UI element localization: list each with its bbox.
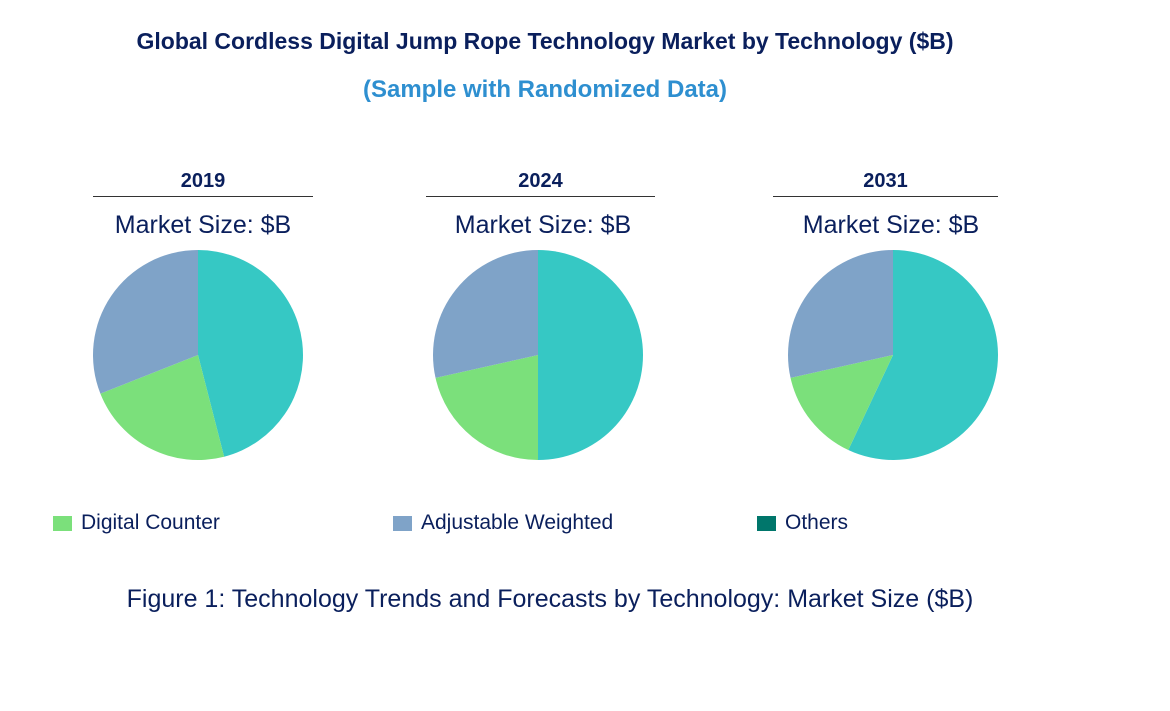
pie-year-2031: 2031 [773, 170, 998, 197]
chart-title: Global Cordless Digital Jump Rope Techno… [136, 28, 954, 54]
pie-year-2024: 2024 [426, 170, 655, 197]
pie-slice-2019-digital-counter [100, 355, 225, 460]
pie-slice-2031-unlabeled [848, 250, 998, 460]
market-size-label-2019: Market Size: $B [114, 211, 292, 239]
market-size-label-2031: Market Size: $B [802, 211, 980, 239]
pie-slice-2024-unlabeled [538, 250, 643, 460]
pie-slice-2031-adjustable-weighted [788, 250, 893, 378]
figure-caption: Figure 1: Technology Trends and Forecast… [126, 585, 974, 613]
legend-swatch [53, 515, 72, 531]
market-size-label-2024: Market Size: $B [454, 211, 632, 239]
legend-label: Others [785, 511, 849, 534]
chart-subtitle: (Sample with Randomized Data) [362, 76, 728, 103]
legend-item-others: Others [757, 511, 848, 535]
pie-slice-2031-digital-counter [790, 355, 893, 451]
legend-label: Digital Counter [81, 511, 220, 534]
pie-slice-2019-adjustable-weighted [92, 250, 198, 394]
legend-item-adjustable-weighted: Adjustable Weighted [393, 511, 613, 535]
legend-item-digital-counter: Digital Counter [53, 511, 220, 535]
pie-slice-2024-adjustable-weighted [433, 250, 538, 378]
legend-swatch [757, 515, 776, 531]
legend-label: Adjustable Weighted [421, 511, 614, 534]
pie-slice-2019-unlabeled [198, 250, 304, 457]
pie-slice-2024-digital-counter [435, 355, 538, 460]
pie-year-2019: 2019 [93, 170, 313, 197]
legend-swatch [393, 515, 412, 531]
